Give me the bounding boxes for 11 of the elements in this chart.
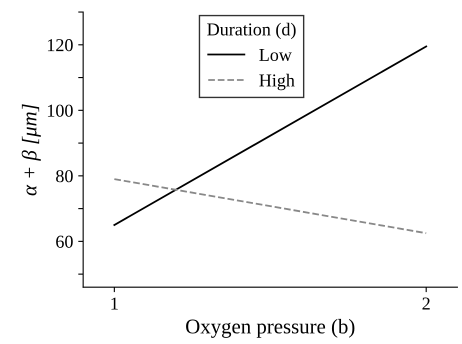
y-tick-label: 60 bbox=[56, 236, 73, 248]
x-tick-label: 1 bbox=[111, 298, 118, 310]
y-tick-label: 120 bbox=[48, 39, 73, 52]
y-axis-title: α + β [μm] bbox=[22, 104, 41, 196]
x-tick-label: 2 bbox=[422, 298, 430, 310]
legend-label: High bbox=[259, 74, 295, 90]
y-tick-label: 80 bbox=[56, 170, 73, 182]
legend-title: Duration (d) bbox=[207, 22, 296, 40]
legend-label: Low bbox=[259, 49, 292, 62]
y-tick-label: 100 bbox=[48, 104, 73, 117]
x-axis-title: Oxygen pressure (b) bbox=[186, 318, 354, 338]
